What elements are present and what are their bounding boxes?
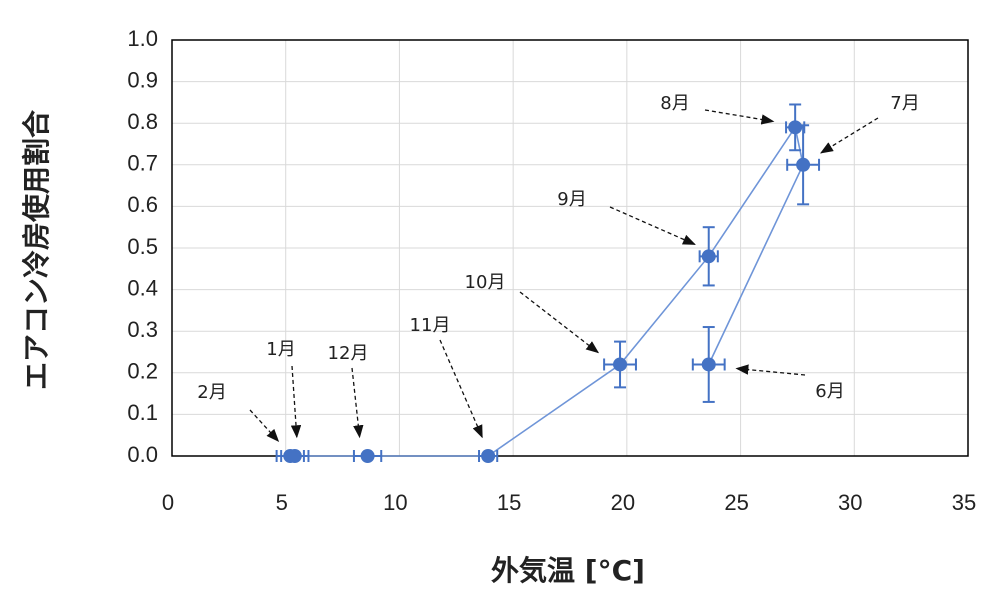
x-tick-label: 0 [162, 490, 174, 515]
point [360, 449, 375, 463]
y-tick-label: 1.0 [127, 26, 158, 51]
annotation-arrow [519, 291, 600, 354]
point-label: 1月 [266, 339, 295, 360]
point [701, 357, 716, 372]
point [788, 120, 803, 135]
point [613, 357, 628, 372]
point-label: 2月 [197, 382, 226, 403]
annotation-arrow [609, 206, 696, 245]
annotation-arrow [439, 339, 483, 439]
x-tick-label: 25 [724, 490, 748, 515]
annotation-arrow [290, 365, 302, 439]
annotation-arrow [704, 109, 775, 125]
y-tick-label: 0.1 [127, 400, 158, 425]
point-label: 12月 [328, 343, 369, 364]
point [701, 249, 716, 264]
plot-border [171, 39, 969, 457]
point-label: 7月 [890, 93, 919, 114]
x-axis-title: 外気温 [°C] [491, 554, 645, 587]
y-tick-label: 0.4 [127, 275, 158, 300]
series-line [290, 125, 804, 457]
y-tick-label: 0.3 [127, 317, 158, 342]
x-tick-label: 30 [838, 490, 862, 515]
x-tick-label: 5 [276, 490, 288, 515]
point-label: 10月 [465, 272, 506, 293]
x-tick-label: 20 [611, 490, 635, 515]
point-label: 9月 [557, 189, 586, 210]
x-tick-label: 10 [383, 490, 407, 515]
x-tick-label: 35 [952, 490, 976, 515]
y-tick-label: 0.9 [127, 67, 158, 92]
point-label: 8月 [660, 93, 689, 114]
annotation-arrow [351, 367, 364, 439]
y-tick-label: 0.5 [127, 234, 158, 259]
point [283, 449, 298, 463]
point [481, 449, 496, 463]
x-tick-label: 15 [497, 490, 521, 515]
point [796, 157, 811, 172]
y-tick-label: 0.0 [127, 442, 158, 467]
y-tick-label: 0.8 [127, 109, 158, 134]
point-label: 6月 [815, 381, 844, 402]
annotation-arrow [735, 364, 806, 376]
point-label: 11月 [410, 315, 451, 336]
y-axis-title: エアコン冷房使用割合 [20, 109, 53, 390]
y-tick-label: 0.7 [127, 151, 158, 176]
y-tick-label: 0.6 [127, 192, 158, 217]
y-tick-label: 0.2 [127, 359, 158, 384]
